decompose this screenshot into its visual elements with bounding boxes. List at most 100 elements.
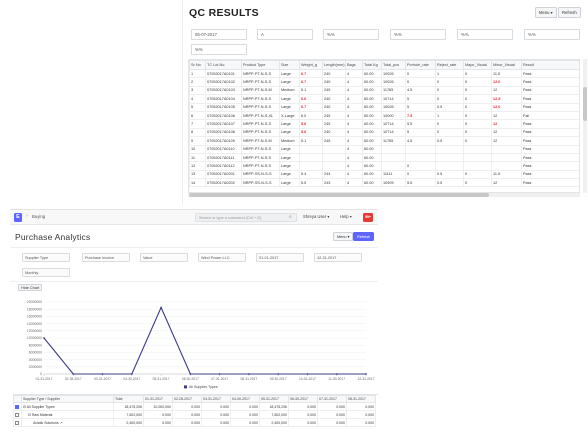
qc-filter-6[interactable]: %%: [524, 29, 580, 40]
table-row[interactable]: 9 07052017A0109 NRPP-PT-N-S-M Medium 5.1 245 4…: [189, 136, 579, 146]
table-cell[interactable]: 3: [189, 85, 206, 96]
column-header[interactable]: 03-31-2017: [201, 395, 231, 403]
table-cell[interactable]: Pass: [521, 178, 579, 188]
table-cell[interactable]: 5: [405, 94, 436, 104]
qc-column-header[interactable]: Product Type: [241, 60, 280, 70]
value-cell[interactable]: 2,400,000: [113, 418, 144, 427]
row-checkbox-cell[interactable]: [13, 410, 22, 419]
table-cell[interactable]: 0: [405, 169, 436, 180]
user-menu[interactable]: Shreya User ▾: [303, 214, 330, 219]
qc-horizontal-scroll-thumb[interactable]: [189, 193, 489, 197]
table-cell[interactable]: NRPP-SS-N-S-S: [241, 169, 280, 180]
table-cell[interactable]: 14: [189, 178, 206, 188]
table-row[interactable]: ⊟ Raw Material 7,602,000 0.000 0.000 0.000 0.…: [13, 410, 376, 419]
value-cell[interactable]: 0.000: [230, 418, 260, 427]
table-cell[interactable]: NRPP-PT-N-S-S: [241, 94, 280, 104]
value-cell[interactable]: 7,602,000: [113, 410, 144, 419]
table-cell[interactable]: 07052017A0107: [205, 119, 242, 129]
table-cell[interactable]: 0: [463, 77, 492, 87]
table-cell[interactable]: 07052017A0108: [205, 127, 242, 138]
table-cell[interactable]: 0: [435, 77, 464, 87]
table-cell[interactable]: [463, 152, 492, 163]
table-cell[interactable]: [381, 161, 406, 171]
table-cell[interactable]: [491, 161, 522, 171]
table-cell[interactable]: 240: [322, 127, 346, 138]
qc-filter-4[interactable]: %%: [390, 29, 446, 40]
table-cell[interactable]: 07052017A0106: [205, 110, 242, 121]
app-logo[interactable]: E: [14, 213, 22, 222]
table-cell[interactable]: 240: [322, 102, 346, 112]
qc-vertical-scrollbar[interactable]: [583, 59, 587, 193]
row-checkbox-cell[interactable]: [13, 402, 22, 411]
table-cell[interactable]: 0: [435, 85, 464, 96]
table-cell[interactable]: 11: [189, 152, 206, 163]
table-cell[interactable]: 240: [322, 77, 346, 87]
table-cell[interactable]: Large: [279, 161, 300, 171]
table-cell[interactable]: NRPP-PT-N-S-XL: [241, 110, 280, 121]
table-cell[interactable]: 0: [405, 68, 436, 79]
table-cell[interactable]: 4: [345, 68, 363, 79]
table-cell[interactable]: 07052017A0103: [205, 85, 242, 96]
table-cell[interactable]: NRPP-PT-N-S-S: [241, 102, 280, 112]
supplier-label[interactable]: ⊟ Raw Material: [28, 412, 53, 417]
table-cell[interactable]: 5.6: [299, 119, 323, 129]
table-cell[interactable]: NRPP-PT-N-S-M: [241, 136, 280, 146]
column-header[interactable]: [13, 395, 22, 403]
table-cell[interactable]: 07052017A0104: [205, 94, 242, 104]
value-cell[interactable]: 7,602,000: [259, 410, 289, 419]
table-cell[interactable]: [322, 152, 346, 163]
value-cell[interactable]: 18,475,206: [259, 402, 289, 411]
qc-column-header[interactable]: Porhole_rate: [405, 60, 436, 70]
table-cell[interactable]: 11111: [381, 169, 406, 180]
column-header[interactable]: 08-31-2017: [346, 395, 376, 403]
table-cell[interactable]: 11.5: [491, 68, 522, 79]
search-input[interactable]: Search or type a command (Ctrl + G): [195, 213, 297, 222]
table-cell[interactable]: 4: [345, 102, 363, 112]
value-cell[interactable]: 0.000: [143, 410, 173, 419]
table-cell[interactable]: 07052017A0110: [205, 144, 242, 154]
table-cell[interactable]: X-Large: [279, 110, 300, 121]
supplier-label[interactable]: ⊟ All Supplier Types: [23, 404, 55, 409]
qc-column-header[interactable]: Reject_rate: [435, 60, 464, 70]
table-cell[interactable]: [322, 161, 346, 171]
table-cell[interactable]: 12.0: [491, 77, 522, 87]
table-cell[interactable]: 4: [189, 94, 206, 104]
value-cell[interactable]: 0.000: [143, 418, 173, 427]
column-header[interactable]: 05-31-2017: [259, 395, 289, 403]
to-date-field[interactable]: 12-31-2017: [314, 253, 362, 262]
table-cell[interactable]: 4: [345, 85, 363, 96]
table-cell[interactable]: 10000: [381, 110, 406, 121]
qc-filter-shift[interactable]: A: [257, 29, 313, 40]
table-cell[interactable]: 07052017A0111: [205, 152, 242, 163]
table-cell[interactable]: 1: [435, 110, 464, 121]
table-cell[interactable]: 6.6: [299, 94, 323, 104]
table-cell[interactable]: 0: [463, 136, 492, 146]
table-cell[interactable]: 12: [491, 136, 522, 146]
table-row[interactable]: 14 07052017A0202 NRPP-SS-N-S-S Large 5.5 243 4…: [189, 178, 579, 188]
table-cell[interactable]: Pass: [521, 102, 579, 112]
table-cell[interactable]: 60.00: [362, 136, 382, 146]
table-cell[interactable]: [299, 152, 323, 163]
refresh-button[interactable]: Refresh: [353, 232, 375, 241]
table-cell[interactable]: 2: [189, 77, 206, 87]
table-cell[interactable]: 244: [322, 169, 346, 180]
table-cell[interactable]: 07052017A0105: [205, 102, 242, 112]
table-cell[interactable]: 60.00: [362, 119, 382, 129]
table-cell[interactable]: 0: [435, 94, 464, 104]
table-cell[interactable]: 7: [189, 119, 206, 129]
table-cell[interactable]: 11765: [381, 136, 406, 146]
table-cell[interactable]: 245: [322, 85, 346, 96]
qc-column-header[interactable]: Sr No: [189, 60, 206, 70]
value-cell[interactable]: 0.000: [346, 410, 376, 419]
table-cell[interactable]: NRPP-PT-N-S-S: [241, 77, 280, 87]
table-cell[interactable]: Large: [279, 119, 300, 129]
table-cell[interactable]: 60.00: [362, 161, 382, 171]
table-cell[interactable]: 0.5: [435, 169, 464, 180]
table-cell[interactable]: 10909: [381, 178, 406, 188]
table-cell[interactable]: 4: [345, 110, 363, 121]
value-cell[interactable]: 0.000: [201, 410, 231, 419]
qc-vertical-scroll-thumb[interactable]: [583, 87, 587, 121]
table-cell[interactable]: 4: [345, 144, 363, 154]
table-row[interactable]: ⊟ All Supplier Types 18,475,206 10,000,000…: [13, 402, 376, 411]
table-cell[interactable]: 0: [463, 94, 492, 104]
